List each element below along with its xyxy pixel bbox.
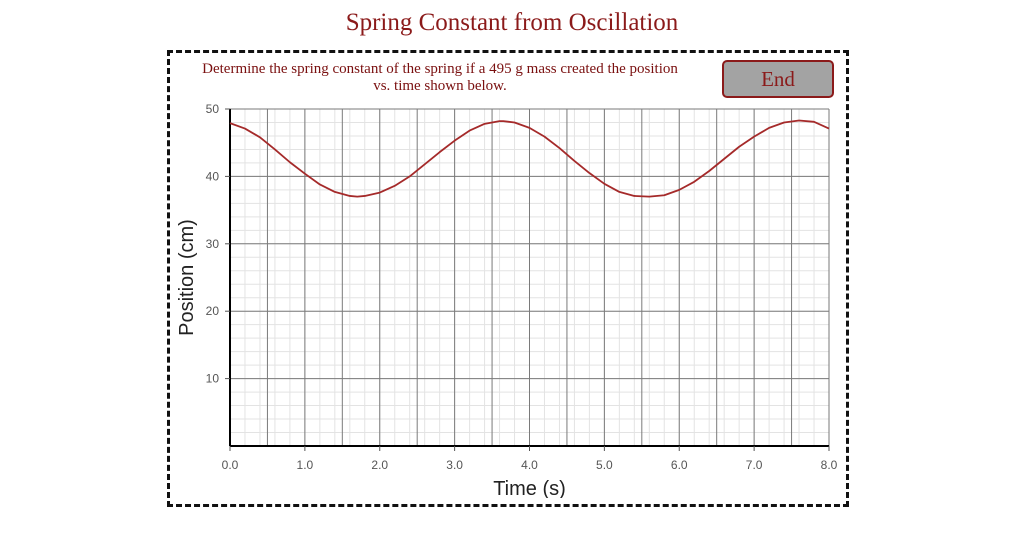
- x-tick-label: 3.0: [446, 458, 463, 472]
- x-tick-label: 8.0: [821, 458, 838, 472]
- y-axis-label: Position (cm): [176, 219, 198, 336]
- x-tick-label: 1.0: [297, 458, 314, 472]
- question-panel: [167, 50, 849, 507]
- position-curve: [229, 119, 830, 198]
- x-tick-label: 7.0: [746, 458, 763, 472]
- x-tick-label: 2.0: [371, 458, 388, 472]
- y-tick-label: 10: [206, 372, 220, 386]
- x-tick-label: 0.0: [222, 458, 239, 472]
- x-axis-label: Time (s): [493, 478, 566, 498]
- x-tick-label: 4.0: [521, 458, 538, 472]
- instructions-text: Determine the spring constant of the spr…: [202, 61, 678, 94]
- x-tick-label: 5.0: [596, 458, 613, 472]
- y-tick-label: 20: [206, 304, 220, 318]
- y-tick-label: 50: [206, 102, 220, 116]
- x-tick-label: 6.0: [671, 458, 688, 472]
- page-title: Spring Constant from Oscillation: [345, 9, 679, 36]
- end-button[interactable]: End: [722, 60, 834, 98]
- y-tick-label: 40: [206, 169, 220, 183]
- position-time-chart: 10 20 30 40 50 0.0 1.0 2.0 3.0 4.0 5.0 6.0 7.0 8.0 Tim…: [176, 102, 838, 498]
- y-tick-label: 30: [206, 237, 220, 251]
